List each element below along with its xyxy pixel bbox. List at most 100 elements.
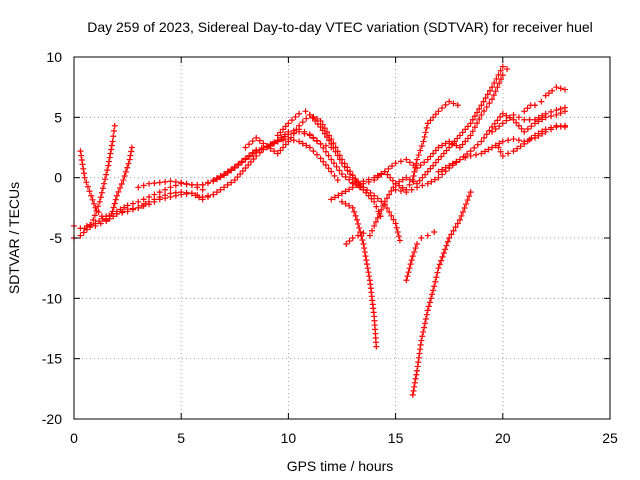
data-point bbox=[199, 196, 206, 203]
data-point bbox=[371, 174, 378, 181]
data-point bbox=[285, 138, 292, 145]
series-arc-17 bbox=[435, 122, 568, 175]
data-point bbox=[414, 184, 421, 191]
data-point bbox=[296, 122, 303, 129]
series-arc-8 bbox=[242, 111, 384, 220]
series-trace bbox=[346, 67, 504, 245]
data-point bbox=[531, 132, 538, 139]
data-point bbox=[446, 235, 453, 241]
data-point bbox=[354, 216, 361, 223]
data-point bbox=[403, 277, 410, 284]
data-point bbox=[424, 307, 431, 314]
series-trace bbox=[524, 85, 564, 112]
data-point bbox=[392, 180, 399, 187]
data-point bbox=[167, 184, 174, 191]
plot-area bbox=[71, 63, 568, 398]
data-point bbox=[499, 63, 506, 70]
data-point bbox=[328, 140, 335, 147]
series-trace bbox=[497, 123, 564, 157]
data-point bbox=[531, 116, 538, 123]
data-point bbox=[424, 168, 431, 175]
data-point bbox=[456, 144, 463, 151]
data-point bbox=[253, 146, 260, 153]
data-point bbox=[446, 98, 453, 105]
data-point bbox=[81, 174, 88, 181]
data-point bbox=[510, 136, 517, 143]
data-point bbox=[489, 84, 496, 91]
series-trace bbox=[492, 105, 564, 132]
series-arc-19 bbox=[521, 84, 568, 115]
grid bbox=[74, 57, 610, 419]
data-point bbox=[360, 230, 367, 237]
data-point bbox=[328, 196, 335, 203]
data-point bbox=[561, 86, 568, 93]
data-point bbox=[334, 177, 341, 184]
data-point bbox=[156, 193, 163, 200]
series-trace bbox=[355, 100, 457, 191]
data-point bbox=[371, 198, 378, 205]
data-point bbox=[467, 132, 474, 139]
data-point bbox=[431, 228, 438, 235]
data-point bbox=[103, 218, 110, 225]
data-point bbox=[456, 156, 463, 163]
data-point bbox=[499, 138, 506, 145]
data-point bbox=[392, 160, 399, 167]
data-point bbox=[231, 163, 238, 170]
data-point bbox=[328, 168, 335, 175]
data-point bbox=[499, 110, 506, 117]
data-point bbox=[561, 104, 568, 111]
data-point bbox=[424, 156, 431, 163]
data-point bbox=[317, 117, 324, 124]
data-point bbox=[392, 186, 399, 193]
data-point bbox=[381, 198, 388, 205]
data-point bbox=[435, 265, 442, 272]
data-point bbox=[521, 116, 528, 123]
data-point bbox=[317, 140, 324, 147]
data-point bbox=[531, 102, 538, 109]
data-point bbox=[253, 134, 260, 141]
data-point bbox=[111, 122, 118, 129]
data-point bbox=[339, 171, 345, 178]
data-point bbox=[467, 120, 474, 127]
data-point bbox=[418, 337, 425, 344]
x-axis-label: GPS time / hours bbox=[287, 458, 394, 474]
data-point bbox=[306, 144, 313, 151]
data-point bbox=[489, 144, 496, 151]
data-point bbox=[263, 143, 270, 150]
series-trace bbox=[404, 245, 419, 280]
data-point bbox=[553, 84, 560, 91]
data-point bbox=[231, 177, 238, 184]
data-point bbox=[478, 150, 485, 157]
data-point bbox=[561, 123, 568, 130]
data-point bbox=[296, 110, 303, 117]
series-trace bbox=[246, 113, 382, 215]
data-point bbox=[113, 210, 120, 217]
data-point bbox=[92, 222, 99, 229]
data-point bbox=[435, 108, 442, 115]
data-point bbox=[504, 66, 511, 73]
series-trace bbox=[277, 113, 402, 240]
data-point bbox=[178, 179, 185, 186]
data-point bbox=[77, 148, 84, 155]
x-tick-label: 20 bbox=[495, 430, 511, 446]
y-axis-label: SDTVAR / TECUs bbox=[6, 182, 22, 294]
data-point bbox=[90, 216, 97, 223]
data-point bbox=[77, 232, 84, 239]
data-point bbox=[521, 108, 528, 115]
data-point bbox=[339, 190, 345, 197]
data-point bbox=[317, 123, 324, 130]
data-point bbox=[409, 391, 416, 398]
data-point bbox=[101, 180, 108, 187]
data-point bbox=[306, 111, 313, 118]
data-point bbox=[135, 198, 142, 205]
series-arc-15 bbox=[403, 228, 438, 284]
data-point bbox=[553, 107, 560, 114]
series-arc-20 bbox=[489, 104, 568, 135]
data-point bbox=[371, 222, 378, 229]
data-point bbox=[371, 192, 378, 199]
data-point bbox=[242, 144, 249, 151]
data-point bbox=[414, 241, 421, 248]
data-point bbox=[210, 177, 217, 184]
y-tick-label: 0 bbox=[54, 170, 62, 186]
